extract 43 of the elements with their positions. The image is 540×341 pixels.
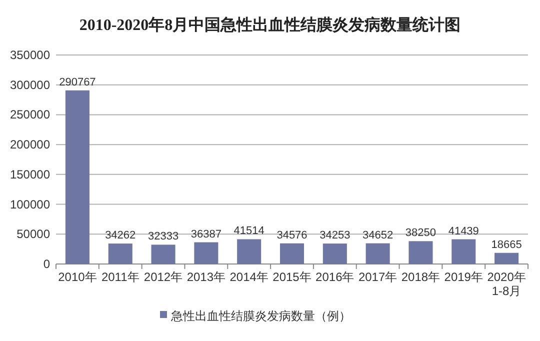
x-tick-label: 2016年 <box>316 270 354 284</box>
y-tick-label: 250000 <box>10 108 50 122</box>
x-tick-label: 2014年 <box>230 270 268 284</box>
y-tick-label: 50000 <box>16 227 50 242</box>
chart-title: 2010-2020年8月中国急性出血性结膜炎发病数量统计图 <box>79 16 461 34</box>
legend: 急性出血性结膜炎发病数量（例） <box>160 309 351 323</box>
y-tick-label: 150000 <box>10 167 50 182</box>
x-tick-label: 2020年 1-8月 <box>487 270 526 298</box>
bar <box>65 90 90 264</box>
data-label: 18665 <box>491 238 522 251</box>
y-tick-label: 0 <box>43 257 50 271</box>
bar <box>494 252 519 264</box>
data-label: 290767 <box>59 76 96 88</box>
y-tick-label: 300000 <box>10 78 50 92</box>
data-label: 34652 <box>362 229 394 242</box>
data-label: 41439 <box>448 225 479 238</box>
x-tick-label: 2019年 <box>444 270 483 284</box>
x-tick-label: 2010年 <box>58 270 97 284</box>
bar <box>322 244 347 264</box>
x-tick-label: 2012年 <box>144 270 183 284</box>
data-label: 41514 <box>234 225 264 238</box>
bar <box>194 242 218 264</box>
x-tick-label: 2015年 <box>272 270 312 284</box>
x-tick-label: 2011年 <box>101 270 140 284</box>
bar <box>237 239 262 264</box>
bar <box>108 244 132 264</box>
bar <box>452 239 476 264</box>
data-label: 34253 <box>320 230 350 242</box>
data-label: 34576 <box>276 229 308 242</box>
x-tick-label: 2017年 <box>358 270 398 284</box>
bar <box>408 241 433 264</box>
data-label: 38250 <box>405 227 436 240</box>
data-label: 34262 <box>105 230 136 242</box>
y-tick-label: 100000 <box>10 197 50 212</box>
bar <box>151 244 176 264</box>
x-tick-label: 2013年 <box>186 270 226 284</box>
bar <box>366 243 390 264</box>
data-label: 32333 <box>148 230 179 243</box>
x-tick-label: 2018年 <box>401 270 440 284</box>
bar <box>280 243 304 264</box>
y-tick-label: 350000 <box>10 48 50 62</box>
data-label: 36387 <box>190 228 222 240</box>
y-tick-label: 200000 <box>10 138 50 152</box>
